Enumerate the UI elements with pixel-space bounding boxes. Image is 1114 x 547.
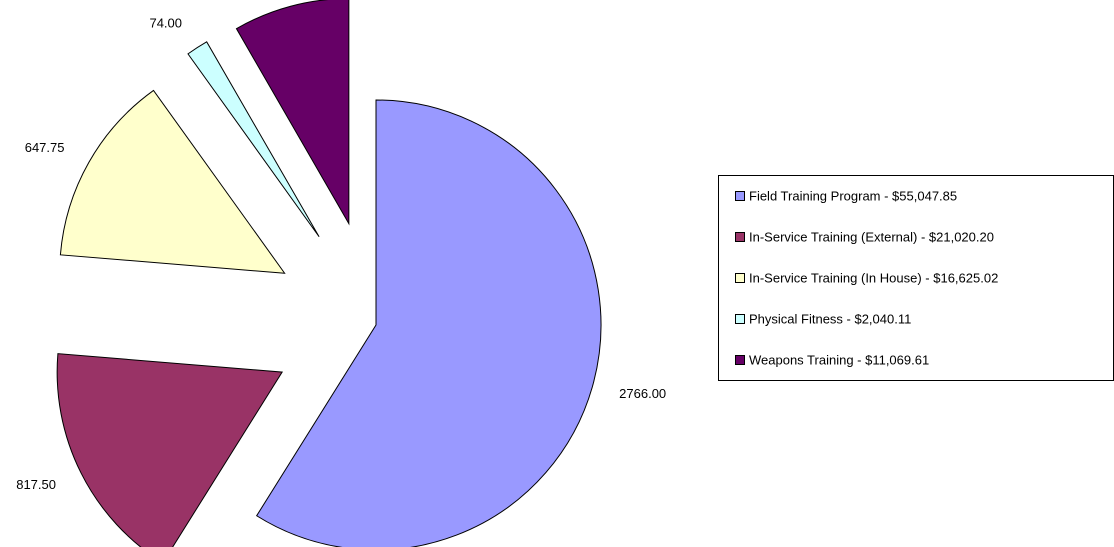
legend-label: In-Service Training (External) - $21,020… [749,229,994,244]
pie-slice [235,0,350,226]
data-label: 647.75 [25,140,65,155]
data-label: 817.50 [16,477,56,492]
legend-swatch [735,232,745,242]
legend-swatch [735,355,745,365]
pie-slice [56,353,284,547]
legend-label: In-Service Training (In House) - $16,625… [749,270,998,285]
legend-swatch [735,314,745,324]
data-label: 74.00 [149,16,182,31]
pie-slice [59,89,286,274]
legend-label: Field Training Program - $55,047.85 [749,188,957,203]
legend-label: Weapons Training - $11,069.61 [749,352,929,367]
legend-label: Physical Fitness - $2,040.11 [749,311,911,326]
legend-swatch [735,273,745,283]
legend-swatch [735,191,745,201]
legend-box [718,175,1114,381]
legend: Field Training Program - $55,047.85 In-Se… [718,175,1114,381]
pie-slice [187,41,320,238]
data-label: 2766.00 [619,386,666,401]
pie-slice [255,99,602,547]
